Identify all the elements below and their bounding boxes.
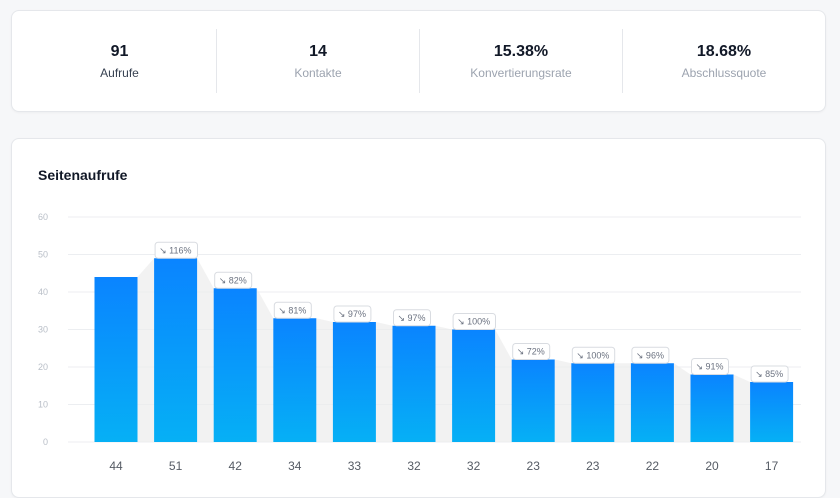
x-tick-label: 23 [586, 459, 600, 473]
conversion-label: ↘ 97% [338, 309, 366, 319]
x-tick-label: 17 [765, 459, 779, 473]
chart-title: Seitenaufrufe [38, 167, 128, 183]
conversion-label: ↘ 97% [398, 313, 426, 323]
stat-closing-rate-value: 18.68% [696, 43, 752, 60]
conversion-badge: ↘ 91% [691, 358, 729, 375]
x-tick-label: 32 [407, 459, 421, 473]
y-tick-label: 0 [43, 437, 48, 447]
stat-divider [216, 29, 217, 93]
x-tick-label: 51 [169, 459, 183, 473]
stat-views-label: Aufrufe [100, 66, 139, 80]
conversion-label: ↘ 82% [219, 275, 247, 285]
y-tick-label: 20 [38, 362, 48, 372]
stat-views-value: 91 [110, 43, 129, 60]
conversion-badge: ↘ 85% [750, 365, 789, 383]
conversion-badge: ↘ 81% [273, 301, 312, 319]
funnel-connector [733, 374, 751, 442]
x-tick-label: 44 [109, 459, 123, 473]
funnel-connector [256, 288, 274, 442]
page-views-chart: 0 10 20 30 40 50 60 ↘ 116% ↘ 82% ↘ 81% ↘ 97% ↘ 97%… [38, 212, 801, 473]
conversion-label: ↘ 81% [278, 305, 306, 315]
bar[interactable] [571, 363, 615, 442]
bar[interactable] [273, 318, 317, 442]
y-tick-label: 10 [38, 400, 48, 410]
funnel-connector [495, 329, 512, 442]
stat-divider [622, 29, 623, 93]
chart-funnel [137, 258, 751, 442]
x-tick-label: 34 [288, 459, 302, 473]
stat-contacts-label: Kontakte [294, 66, 342, 80]
conversion-badge: ↘ 116% [154, 241, 199, 259]
stat-conversion-rate: 15.38% Konvertierungsrate [420, 11, 622, 111]
funnel-connector [316, 318, 333, 442]
conversion-badge: ↘ 97% [333, 305, 372, 323]
bar[interactable] [154, 258, 198, 442]
bar[interactable] [511, 359, 555, 443]
conversion-badge: ↘ 100% [571, 346, 616, 364]
conversion-label: ↘ 91% [696, 362, 724, 372]
x-tick-label: 33 [348, 459, 362, 473]
funnel-connector [554, 359, 572, 442]
x-tick-label: 42 [229, 459, 243, 473]
y-tick-label: 50 [38, 250, 48, 260]
bar[interactable] [94, 277, 138, 442]
stat-conversion-rate-value: 15.38% [493, 43, 549, 60]
chart-x-labels: 44 51 42 34 33 32 32 23 23 22 20 17 [109, 459, 778, 473]
chart-badges: ↘ 116% ↘ 82% ↘ 81% ↘ 97% ↘ 97% ↘ 100% ↘ 72% ↘ 1… [154, 241, 789, 383]
conversion-label: ↘ 100% [576, 350, 609, 360]
stat-divider [419, 29, 420, 93]
chart-card: Seitenaufrufe 0 10 20 30 40 50 60 ↘ 116% ↘ 82% ↘… [11, 138, 826, 498]
stats-card: 91 Aufrufe 14 Kontakte 15.38% Konvertier… [11, 10, 826, 112]
funnel-connector [435, 325, 453, 442]
y-tick-label: 30 [38, 325, 48, 335]
x-tick-label: 22 [646, 459, 660, 473]
stat-contacts-value: 14 [309, 43, 327, 60]
conversion-label: ↘ 72% [517, 347, 545, 357]
funnel-connector [197, 258, 214, 442]
stat-conversion-rate-label: Konvertierungsrate [470, 66, 572, 80]
funnel-connector [673, 363, 691, 442]
stat-closing-rate-label: Abschlussquote [681, 66, 767, 80]
funnel-connector [614, 363, 631, 442]
conversion-badge: ↘ 72% [512, 343, 551, 360]
funnel-connector [137, 258, 155, 442]
stat-closing-rate: 18.68% Abschlussquote [623, 11, 825, 111]
bar[interactable] [750, 382, 794, 442]
conversion-label: ↘ 96% [636, 350, 664, 360]
bar[interactable] [332, 322, 376, 442]
conversion-badge: ↘ 97% [393, 309, 431, 327]
y-tick-label: 40 [38, 287, 48, 297]
chart-bars [94, 258, 794, 443]
bar[interactable] [213, 288, 257, 442]
bar[interactable] [452, 329, 496, 443]
conversion-label: ↘ 85% [755, 369, 783, 379]
conversion-label: ↘ 116% [159, 245, 191, 255]
x-tick-label: 20 [705, 459, 719, 473]
conversion-label: ↘ 100% [457, 317, 490, 327]
bar[interactable] [630, 363, 674, 442]
x-tick-label: 23 [527, 459, 541, 473]
bar[interactable] [392, 325, 436, 442]
conversion-badge: ↘ 100% [452, 313, 497, 330]
stat-contacts: 14 Kontakte [217, 11, 419, 111]
bar[interactable] [690, 374, 734, 443]
y-tick-label: 60 [38, 212, 48, 222]
conversion-badge: ↘ 82% [214, 271, 253, 289]
stat-views: 91 Aufrufe [22, 11, 217, 111]
funnel-connector [375, 322, 393, 442]
conversion-badge: ↘ 96% [631, 346, 670, 364]
x-tick-label: 32 [467, 459, 481, 473]
